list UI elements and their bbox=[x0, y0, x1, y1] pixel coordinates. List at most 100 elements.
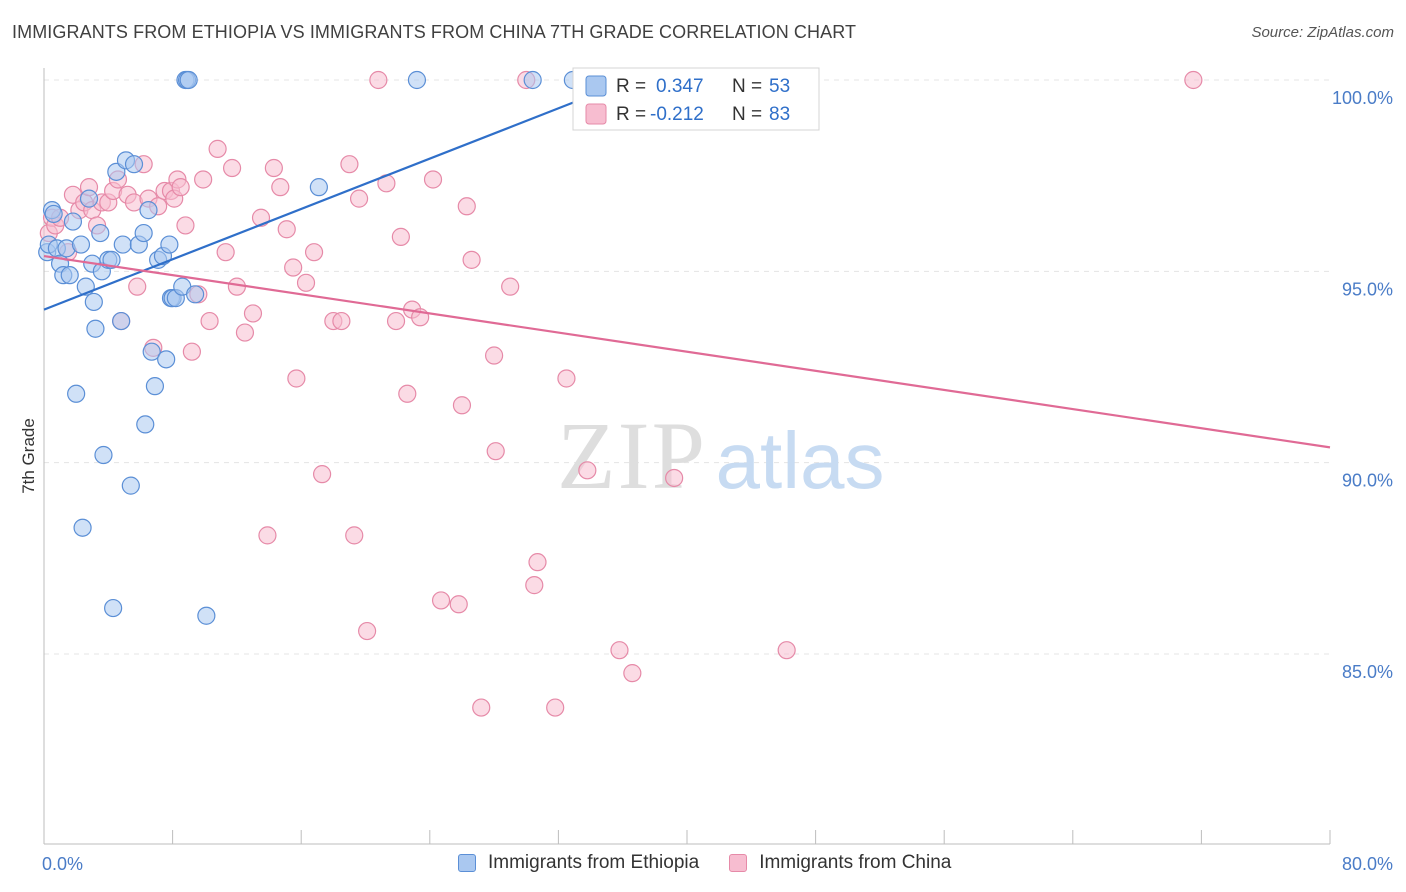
legend-item-china[interactable]: Immigrants from China bbox=[729, 852, 951, 874]
point-china-51 bbox=[340, 155, 359, 174]
source-label: Source: ZipAtlas.com bbox=[1251, 24, 1394, 41]
point-china-66 bbox=[457, 197, 476, 216]
point-ethiopia-22 bbox=[102, 250, 121, 269]
point-china-31 bbox=[194, 170, 213, 189]
point-ethiopia-28 bbox=[121, 476, 140, 495]
series-ethiopia-points bbox=[38, 70, 582, 625]
point-ethiopia-32 bbox=[136, 415, 155, 434]
point-china-71 bbox=[501, 277, 520, 296]
point-china-28 bbox=[176, 216, 195, 235]
chart-title: IMMIGRANTS FROM ETHIOPIA VS IMMIGRANTS F… bbox=[12, 22, 857, 42]
y-axis-label: 7th Grade bbox=[19, 418, 38, 494]
point-china-52 bbox=[345, 526, 364, 545]
stats-n-label-china: N = bbox=[732, 104, 762, 125]
stats-r-label-china: R = bbox=[616, 104, 646, 125]
point-china-62 bbox=[423, 170, 443, 189]
point-china-68 bbox=[472, 698, 491, 717]
point-ethiopia-3 bbox=[44, 204, 63, 224]
trend-line-china bbox=[43, 254, 1331, 449]
grid-lines bbox=[44, 79, 1330, 655]
legend-label-china: Immigrants from China bbox=[759, 852, 952, 873]
y-tick-label-100: 100.0% bbox=[1332, 88, 1393, 108]
point-china-65 bbox=[452, 396, 472, 415]
point-china-54 bbox=[358, 621, 377, 641]
point-china-50 bbox=[332, 311, 351, 331]
y-tick-label-95: 95.0% bbox=[1342, 279, 1393, 299]
point-china-37 bbox=[235, 323, 255, 342]
point-china-29 bbox=[182, 342, 201, 361]
stats-r-label-ethiopia: R = bbox=[616, 76, 646, 97]
point-china-38 bbox=[243, 304, 263, 323]
stats-n-value-ethiopia: 53 bbox=[769, 76, 790, 97]
legend-swatch-ethiopia bbox=[458, 854, 476, 872]
y-tick-labels: 85.0% 90.0% 95.0% 100.0% bbox=[1332, 88, 1393, 682]
stats-legend-box: R = 0.347 N = 53 R = -0.212 N = 83 bbox=[572, 67, 820, 131]
point-china-27 bbox=[171, 178, 190, 197]
point-ethiopia-34 bbox=[142, 342, 161, 361]
point-china-64 bbox=[449, 595, 468, 614]
point-ethiopia-25 bbox=[112, 311, 131, 331]
point-ethiopia-11 bbox=[71, 235, 91, 254]
point-ethiopia-17 bbox=[86, 319, 105, 338]
stats-box-frame bbox=[572, 67, 820, 131]
point-china-33 bbox=[208, 139, 227, 158]
stats-swatch-china bbox=[585, 103, 607, 125]
point-china-48 bbox=[312, 465, 332, 484]
point-china-82 bbox=[1184, 70, 1203, 90]
point-china-58 bbox=[391, 227, 410, 246]
point-ethiopia-50 bbox=[407, 70, 427, 90]
point-china-81 bbox=[777, 641, 796, 660]
stats-n-label-ethiopia: N = bbox=[732, 76, 762, 97]
point-ethiopia-51 bbox=[523, 70, 542, 90]
point-china-78 bbox=[610, 641, 629, 660]
watermark-zip: ZIP bbox=[557, 402, 707, 509]
point-ethiopia-35 bbox=[145, 377, 165, 396]
point-china-32 bbox=[200, 311, 219, 331]
y-tick-label-85: 85.0% bbox=[1342, 662, 1393, 682]
point-china-40 bbox=[258, 526, 277, 545]
point-china-63 bbox=[431, 591, 451, 610]
point-china-73 bbox=[525, 576, 544, 595]
point-china-77 bbox=[578, 461, 597, 480]
point-china-46 bbox=[296, 273, 316, 292]
point-china-75 bbox=[546, 698, 565, 717]
point-china-76 bbox=[557, 369, 576, 388]
point-china-55 bbox=[369, 70, 388, 90]
point-china-45 bbox=[287, 369, 306, 388]
x-ticks bbox=[43, 830, 1331, 844]
stats-n-value-china: 83 bbox=[769, 104, 790, 125]
point-china-35 bbox=[222, 158, 242, 178]
point-china-34 bbox=[216, 243, 235, 262]
point-ethiopia-18 bbox=[91, 223, 110, 243]
point-china-43 bbox=[277, 220, 296, 239]
point-china-69 bbox=[485, 346, 504, 365]
point-china-79 bbox=[623, 664, 642, 683]
series-china-points bbox=[39, 70, 1203, 717]
point-china-59 bbox=[398, 384, 417, 403]
point-china-67 bbox=[462, 250, 481, 269]
point-ethiopia-9 bbox=[63, 212, 83, 231]
x-tick-label-max: 80.0% bbox=[1342, 854, 1393, 874]
point-china-47 bbox=[304, 243, 324, 262]
point-ethiopia-23 bbox=[104, 598, 123, 618]
point-ethiopia-16 bbox=[84, 292, 103, 312]
point-ethiopia-12 bbox=[73, 518, 92, 537]
point-ethiopia-49 bbox=[309, 178, 328, 197]
point-ethiopia-14 bbox=[79, 189, 99, 208]
point-china-80 bbox=[665, 468, 684, 488]
point-ethiopia-29 bbox=[124, 155, 144, 174]
point-ethiopia-38 bbox=[157, 350, 176, 369]
point-china-18 bbox=[128, 277, 147, 296]
point-china-42 bbox=[271, 178, 290, 197]
point-ethiopia-10 bbox=[67, 384, 86, 403]
point-china-74 bbox=[528, 553, 547, 572]
point-ethiopia-39 bbox=[160, 235, 179, 254]
point-ethiopia-31 bbox=[134, 223, 153, 243]
point-china-44 bbox=[284, 258, 303, 277]
legend-item-ethiopia[interactable]: Immigrants from Ethiopia bbox=[458, 852, 699, 874]
point-ethiopia-33 bbox=[139, 201, 158, 220]
watermark: ZIP atlas bbox=[557, 402, 884, 509]
point-ethiopia-47 bbox=[186, 285, 205, 304]
stats-swatch-ethiopia bbox=[585, 75, 607, 97]
